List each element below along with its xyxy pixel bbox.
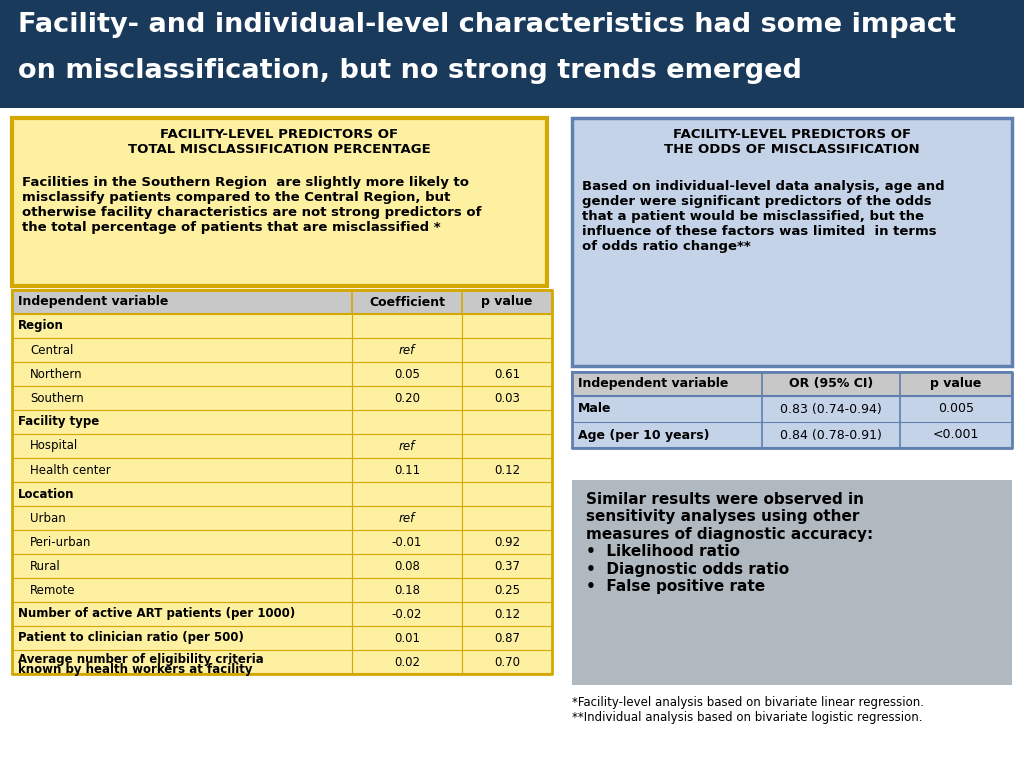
- Text: 0.92: 0.92: [494, 535, 520, 548]
- FancyBboxPatch shape: [12, 626, 552, 650]
- FancyBboxPatch shape: [12, 602, 552, 626]
- FancyBboxPatch shape: [12, 506, 552, 530]
- Text: Patient to clinician ratio (per 500): Patient to clinician ratio (per 500): [18, 631, 244, 644]
- Text: ref: ref: [399, 511, 415, 525]
- Text: Based on individual-level data analysis, age and
gender were significant predict: Based on individual-level data analysis,…: [582, 180, 944, 253]
- Text: 0.12: 0.12: [494, 607, 520, 621]
- FancyBboxPatch shape: [12, 554, 552, 578]
- Text: known by health workers at facility: known by health workers at facility: [18, 663, 253, 676]
- Text: p value: p value: [931, 378, 982, 390]
- Text: Number of active ART patients (per 1000): Number of active ART patients (per 1000): [18, 607, 295, 621]
- Text: 0.70: 0.70: [494, 656, 520, 668]
- Text: 0.01: 0.01: [394, 631, 420, 644]
- FancyBboxPatch shape: [12, 458, 552, 482]
- FancyBboxPatch shape: [572, 118, 1012, 366]
- Text: Facility- and individual-level characteristics had some impact: Facility- and individual-level character…: [18, 12, 956, 38]
- Text: Location: Location: [18, 488, 75, 501]
- Text: p value: p value: [481, 296, 532, 309]
- Text: Central: Central: [30, 343, 74, 356]
- Text: 0.02: 0.02: [394, 656, 420, 668]
- Text: 0.005: 0.005: [938, 402, 974, 415]
- Text: 0.18: 0.18: [394, 584, 420, 597]
- Text: Health center: Health center: [30, 464, 111, 476]
- FancyBboxPatch shape: [572, 422, 1012, 448]
- Text: FACILITY-LEVEL PREDICTORS OF
TOTAL MISCLASSIFICATION PERCENTAGE: FACILITY-LEVEL PREDICTORS OF TOTAL MISCL…: [128, 128, 431, 156]
- Text: Independent variable: Independent variable: [18, 296, 168, 309]
- FancyBboxPatch shape: [12, 530, 552, 554]
- Text: ref: ref: [399, 439, 415, 452]
- Text: 0.03: 0.03: [494, 392, 520, 405]
- Text: 0.08: 0.08: [394, 560, 420, 572]
- FancyBboxPatch shape: [12, 650, 552, 674]
- Text: Rural: Rural: [30, 560, 60, 572]
- Text: Independent variable: Independent variable: [578, 378, 728, 390]
- FancyBboxPatch shape: [572, 396, 1012, 422]
- FancyBboxPatch shape: [12, 434, 552, 458]
- Text: Age (per 10 years): Age (per 10 years): [578, 429, 710, 442]
- Text: 0.87: 0.87: [494, 631, 520, 644]
- Text: Southern: Southern: [30, 392, 84, 405]
- Text: 0.84 (0.78-0.91): 0.84 (0.78-0.91): [780, 429, 882, 442]
- FancyBboxPatch shape: [0, 0, 1024, 108]
- FancyBboxPatch shape: [572, 372, 1012, 396]
- Text: Coefficient: Coefficient: [369, 296, 445, 309]
- Text: Northern: Northern: [30, 368, 83, 380]
- Text: Average number of eligibility criteria: Average number of eligibility criteria: [18, 653, 264, 666]
- FancyBboxPatch shape: [12, 338, 552, 362]
- FancyBboxPatch shape: [12, 118, 547, 286]
- Text: Urban: Urban: [30, 511, 66, 525]
- Text: *Facility-level analysis based on bivariate linear regression.
**Individual anal: *Facility-level analysis based on bivari…: [572, 696, 924, 724]
- Text: ref: ref: [399, 343, 415, 356]
- FancyBboxPatch shape: [12, 410, 552, 434]
- Text: Region: Region: [18, 319, 63, 333]
- Text: 0.61: 0.61: [494, 368, 520, 380]
- Text: on misclassification, but no strong trends emerged: on misclassification, but no strong tren…: [18, 58, 802, 84]
- Text: Peri-urban: Peri-urban: [30, 535, 91, 548]
- Text: Facilities in the Southern Region  are slightly more likely to
misclassify patie: Facilities in the Southern Region are sl…: [22, 176, 481, 234]
- FancyBboxPatch shape: [12, 578, 552, 602]
- Text: -0.01: -0.01: [392, 535, 422, 548]
- FancyBboxPatch shape: [12, 362, 552, 386]
- Text: Facility type: Facility type: [18, 415, 99, 429]
- Text: Hospital: Hospital: [30, 439, 78, 452]
- FancyBboxPatch shape: [12, 482, 552, 506]
- Text: Male: Male: [578, 402, 611, 415]
- FancyBboxPatch shape: [12, 386, 552, 410]
- Text: 0.20: 0.20: [394, 392, 420, 405]
- Text: 0.37: 0.37: [494, 560, 520, 572]
- FancyBboxPatch shape: [12, 314, 552, 338]
- Text: Remote: Remote: [30, 584, 76, 597]
- FancyBboxPatch shape: [12, 290, 552, 314]
- Text: 0.83 (0.74-0.94): 0.83 (0.74-0.94): [780, 402, 882, 415]
- Text: 0.11: 0.11: [394, 464, 420, 476]
- Text: 0.25: 0.25: [494, 584, 520, 597]
- Text: 0.12: 0.12: [494, 464, 520, 476]
- Text: FACILITY-LEVEL PREDICTORS OF
THE ODDS OF MISCLASSIFICATION: FACILITY-LEVEL PREDICTORS OF THE ODDS OF…: [665, 128, 920, 156]
- Text: OR (95% CI): OR (95% CI): [788, 378, 873, 390]
- Text: Similar results were observed in
sensitivity analyses using other
measures of di: Similar results were observed in sensiti…: [586, 492, 873, 594]
- Text: -0.02: -0.02: [392, 607, 422, 621]
- FancyBboxPatch shape: [572, 480, 1012, 685]
- Text: <0.001: <0.001: [933, 429, 979, 442]
- Text: 0.05: 0.05: [394, 368, 420, 380]
